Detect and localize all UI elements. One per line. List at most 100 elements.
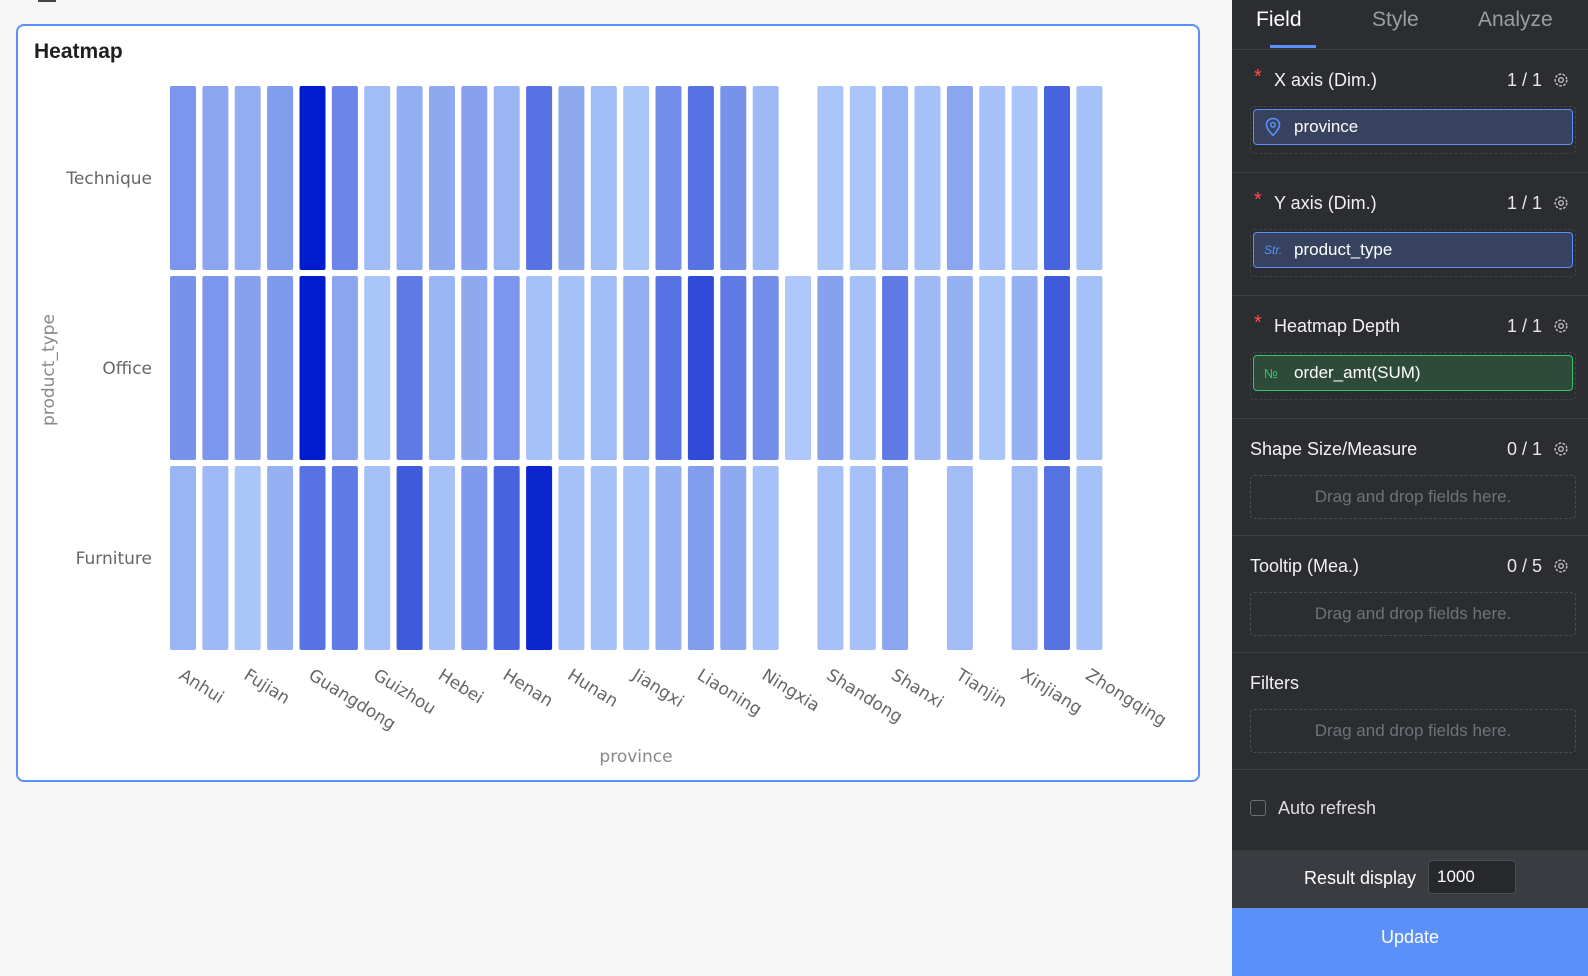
tab-analyze[interactable]: Analyze bbox=[1478, 8, 1553, 31]
update-button[interactable]: Update bbox=[1232, 908, 1588, 976]
heatmap-cell[interactable] bbox=[914, 86, 941, 270]
heatmap-cell[interactable] bbox=[299, 276, 326, 460]
tooltip-dropzone[interactable]: Drag and drop fields here. bbox=[1250, 592, 1576, 636]
heatmap-cell[interactable] bbox=[526, 276, 553, 460]
heatmap-cell[interactable] bbox=[267, 86, 294, 270]
heatmap-cell[interactable] bbox=[752, 86, 779, 270]
heatmap-cell[interactable] bbox=[493, 276, 520, 460]
heatmap-cell[interactable] bbox=[623, 86, 650, 270]
heatmap-cell[interactable] bbox=[979, 86, 1006, 270]
heatmap-cell[interactable] bbox=[331, 276, 358, 460]
heatmap-cell[interactable] bbox=[752, 276, 779, 460]
heatmap-cell[interactable] bbox=[234, 86, 261, 270]
heatmap-cell[interactable] bbox=[461, 466, 488, 650]
heatmap-cell[interactable] bbox=[1044, 86, 1070, 270]
heatmap-cell[interactable] bbox=[364, 86, 391, 270]
heatmap-cell[interactable] bbox=[655, 466, 682, 650]
chart-card[interactable]: Heatmap Technique Office Furniture Anhui Fuj… bbox=[16, 24, 1200, 782]
heatmap-cell[interactable] bbox=[1011, 466, 1038, 650]
heatmap-cell[interactable] bbox=[1044, 276, 1070, 460]
heatmap-cell[interactable] bbox=[526, 86, 553, 270]
tab-field[interactable]: Field bbox=[1256, 8, 1302, 31]
heatmap-cell[interactable] bbox=[429, 86, 455, 270]
heatmap-cell[interactable] bbox=[299, 86, 326, 270]
heatmap-cell[interactable] bbox=[882, 86, 909, 270]
heatmap-cell[interactable] bbox=[558, 86, 585, 270]
heatmap-cell[interactable] bbox=[202, 276, 229, 460]
heatmap-cell[interactable] bbox=[267, 276, 294, 460]
heatmap-cell[interactable] bbox=[817, 276, 844, 460]
gear-icon[interactable] bbox=[1552, 557, 1570, 575]
heatmap-cell[interactable] bbox=[1044, 466, 1070, 650]
heatmap-cell[interactable] bbox=[1011, 276, 1038, 460]
heatmap-cell[interactable] bbox=[655, 276, 682, 460]
heatmap-cell[interactable] bbox=[1076, 86, 1103, 270]
heatmap-cell[interactable] bbox=[817, 466, 844, 650]
gear-icon[interactable] bbox=[1552, 71, 1570, 89]
heatmap-cell[interactable] bbox=[429, 466, 455, 650]
heatmap-cell[interactable] bbox=[655, 86, 682, 270]
heatmap-cell[interactable] bbox=[687, 466, 714, 650]
heatmap-cell[interactable] bbox=[817, 86, 844, 270]
filters-dropzone[interactable]: Drag and drop fields here. bbox=[1250, 709, 1576, 753]
gear-icon[interactable] bbox=[1552, 317, 1570, 335]
heatmap-cell[interactable] bbox=[979, 276, 1006, 460]
heatmap-cell[interactable] bbox=[558, 276, 585, 460]
heatmap-cell[interactable] bbox=[882, 276, 909, 460]
heatmap-cell[interactable] bbox=[461, 86, 488, 270]
heatmap-cell[interactable] bbox=[331, 466, 358, 650]
heatmap-cell[interactable] bbox=[623, 466, 650, 650]
heatmap-cell[interactable] bbox=[234, 466, 261, 650]
heatmap-cell[interactable] bbox=[364, 466, 391, 650]
tab-style[interactable]: Style bbox=[1372, 8, 1419, 31]
heatmap-cell[interactable] bbox=[526, 466, 553, 650]
auto-refresh-checkbox[interactable] bbox=[1250, 800, 1266, 816]
heatmap-cell[interactable] bbox=[720, 466, 747, 650]
heatmap-depth-field-pill[interactable]: № order_amt(SUM) bbox=[1253, 355, 1573, 391]
heatmap-cell[interactable] bbox=[849, 466, 876, 650]
heatmap-cell[interactable] bbox=[946, 86, 973, 270]
heatmap-cell[interactable] bbox=[720, 86, 747, 270]
heatmap-cell[interactable] bbox=[234, 276, 261, 460]
heatmap-cell[interactable] bbox=[590, 466, 617, 650]
heatmap-cell[interactable] bbox=[364, 276, 391, 460]
heatmap-cell[interactable] bbox=[170, 276, 196, 460]
heatmap-cell[interactable] bbox=[493, 466, 520, 650]
heatmap-cell[interactable] bbox=[1076, 276, 1103, 460]
heatmap-cell[interactable] bbox=[299, 466, 326, 650]
shape-size-dropzone[interactable]: Drag and drop fields here. bbox=[1250, 475, 1576, 519]
heatmap-cell[interactable] bbox=[882, 466, 909, 650]
heatmap-cell[interactable] bbox=[590, 86, 617, 270]
heatmap-cell[interactable] bbox=[849, 276, 876, 460]
heatmap-cell[interactable] bbox=[914, 276, 941, 460]
x-axis-field-pill[interactable]: province bbox=[1253, 109, 1573, 145]
heatmap-cell[interactable] bbox=[946, 466, 973, 650]
heatmap-cell[interactable] bbox=[493, 86, 520, 270]
heatmap-cell[interactable] bbox=[396, 466, 423, 650]
gear-icon[interactable] bbox=[1552, 440, 1570, 458]
heatmap-cell[interactable] bbox=[623, 276, 650, 460]
heatmap-cell[interactable] bbox=[1011, 86, 1038, 270]
heatmap-cell[interactable] bbox=[687, 86, 714, 270]
gear-icon[interactable] bbox=[1552, 194, 1570, 212]
heatmap-cell[interactable] bbox=[687, 276, 714, 460]
heatmap-cell[interactable] bbox=[429, 276, 455, 460]
heatmap-cell[interactable] bbox=[946, 276, 973, 460]
heatmap-cell[interactable] bbox=[461, 276, 488, 460]
heatmap-cell[interactable] bbox=[331, 86, 358, 270]
heatmap-cell[interactable] bbox=[202, 466, 229, 650]
heatmap-cell[interactable] bbox=[396, 86, 423, 270]
heatmap-cell[interactable] bbox=[202, 86, 229, 270]
heatmap-cell[interactable] bbox=[590, 276, 617, 460]
heatmap-cell[interactable] bbox=[267, 466, 294, 650]
heatmap-cell[interactable] bbox=[785, 276, 811, 460]
y-axis-field-pill[interactable]: Str. product_type bbox=[1253, 232, 1573, 268]
heatmap-cell[interactable] bbox=[1076, 466, 1103, 650]
heatmap-cell[interactable] bbox=[396, 276, 423, 460]
result-display-input[interactable] bbox=[1428, 860, 1516, 894]
heatmap-cell[interactable] bbox=[170, 466, 196, 650]
heatmap-cell[interactable] bbox=[720, 276, 747, 460]
heatmap-cell[interactable] bbox=[558, 466, 585, 650]
heatmap-cell[interactable] bbox=[752, 466, 779, 650]
